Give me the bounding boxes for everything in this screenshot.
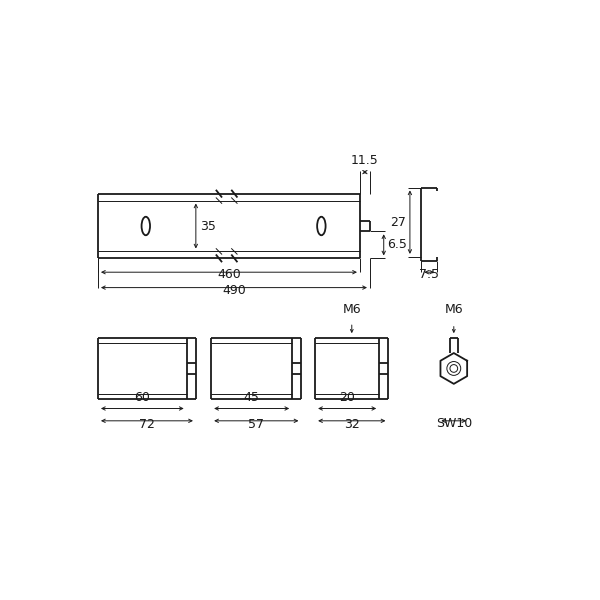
Text: 490: 490 [222,284,246,297]
Text: 60: 60 [134,391,150,404]
Text: 20: 20 [339,391,355,404]
Text: M6: M6 [445,303,463,316]
Text: 57: 57 [248,418,264,431]
Text: 27: 27 [390,215,406,229]
Text: 6.5: 6.5 [388,238,407,251]
Text: M6: M6 [343,303,361,316]
Text: 72: 72 [139,418,155,431]
Text: 45: 45 [244,391,260,404]
Text: 7.5: 7.5 [419,268,439,281]
Text: 460: 460 [217,268,241,281]
Text: 11.5: 11.5 [351,154,379,167]
Text: SW10: SW10 [436,417,472,430]
Text: 32: 32 [344,418,359,431]
Text: 35: 35 [200,220,215,232]
